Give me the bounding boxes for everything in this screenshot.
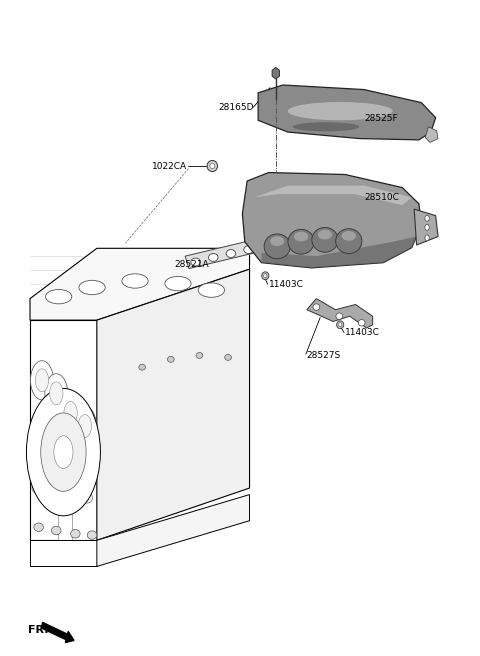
Polygon shape: [414, 209, 438, 245]
Ellipse shape: [225, 354, 231, 360]
Ellipse shape: [54, 436, 73, 468]
Ellipse shape: [26, 388, 100, 516]
Ellipse shape: [49, 382, 63, 405]
Ellipse shape: [79, 280, 105, 295]
Ellipse shape: [73, 406, 96, 445]
Text: FR.: FR.: [28, 625, 48, 635]
Ellipse shape: [294, 232, 308, 241]
Ellipse shape: [244, 246, 253, 253]
Ellipse shape: [288, 102, 393, 120]
Ellipse shape: [338, 323, 342, 327]
Polygon shape: [262, 237, 417, 268]
Polygon shape: [254, 186, 412, 205]
Ellipse shape: [68, 466, 78, 477]
Polygon shape: [97, 269, 250, 541]
Ellipse shape: [264, 274, 267, 277]
Ellipse shape: [336, 313, 343, 319]
Polygon shape: [258, 85, 436, 140]
Ellipse shape: [35, 369, 48, 392]
Ellipse shape: [270, 236, 284, 246]
Ellipse shape: [191, 258, 200, 266]
Ellipse shape: [292, 122, 360, 131]
Ellipse shape: [312, 228, 338, 252]
Text: 28527S: 28527S: [307, 351, 341, 360]
Ellipse shape: [59, 394, 82, 432]
Ellipse shape: [32, 453, 42, 464]
Ellipse shape: [318, 230, 332, 239]
Text: 28521A: 28521A: [174, 260, 209, 269]
Ellipse shape: [32, 483, 42, 493]
Ellipse shape: [139, 364, 145, 370]
Ellipse shape: [336, 229, 362, 253]
Ellipse shape: [31, 361, 53, 400]
Ellipse shape: [425, 224, 429, 230]
Text: 11403C: 11403C: [269, 279, 303, 289]
FancyArrow shape: [41, 623, 74, 642]
Ellipse shape: [264, 234, 290, 258]
Ellipse shape: [342, 231, 356, 241]
Ellipse shape: [122, 274, 148, 288]
Ellipse shape: [313, 304, 320, 310]
Text: 28165D: 28165D: [219, 103, 254, 112]
Ellipse shape: [210, 163, 215, 169]
Ellipse shape: [208, 253, 218, 261]
Polygon shape: [30, 541, 97, 566]
Ellipse shape: [196, 352, 203, 358]
Ellipse shape: [45, 374, 68, 413]
Polygon shape: [30, 249, 250, 320]
Ellipse shape: [41, 413, 86, 491]
Polygon shape: [307, 298, 372, 328]
Ellipse shape: [51, 526, 61, 535]
Ellipse shape: [226, 250, 236, 257]
Text: 1022CA: 1022CA: [152, 161, 188, 171]
Ellipse shape: [288, 230, 314, 254]
Ellipse shape: [359, 319, 365, 326]
Ellipse shape: [82, 493, 93, 503]
Text: 28525F: 28525F: [364, 114, 398, 123]
Ellipse shape: [87, 531, 97, 539]
Polygon shape: [30, 320, 97, 541]
Ellipse shape: [34, 523, 43, 531]
Ellipse shape: [71, 529, 80, 538]
Ellipse shape: [168, 356, 174, 362]
Ellipse shape: [336, 321, 344, 329]
Ellipse shape: [425, 235, 429, 241]
Polygon shape: [425, 127, 438, 142]
Ellipse shape: [262, 272, 269, 279]
Ellipse shape: [165, 276, 191, 291]
Text: 28510C: 28510C: [364, 193, 399, 202]
Polygon shape: [58, 397, 72, 541]
Ellipse shape: [207, 161, 217, 172]
Ellipse shape: [46, 289, 72, 304]
Polygon shape: [242, 173, 421, 268]
Ellipse shape: [78, 415, 92, 438]
Polygon shape: [185, 239, 263, 268]
Ellipse shape: [198, 283, 225, 297]
Ellipse shape: [425, 215, 429, 221]
Polygon shape: [97, 495, 250, 566]
Text: 11403C: 11403C: [345, 328, 380, 337]
Ellipse shape: [64, 401, 77, 424]
